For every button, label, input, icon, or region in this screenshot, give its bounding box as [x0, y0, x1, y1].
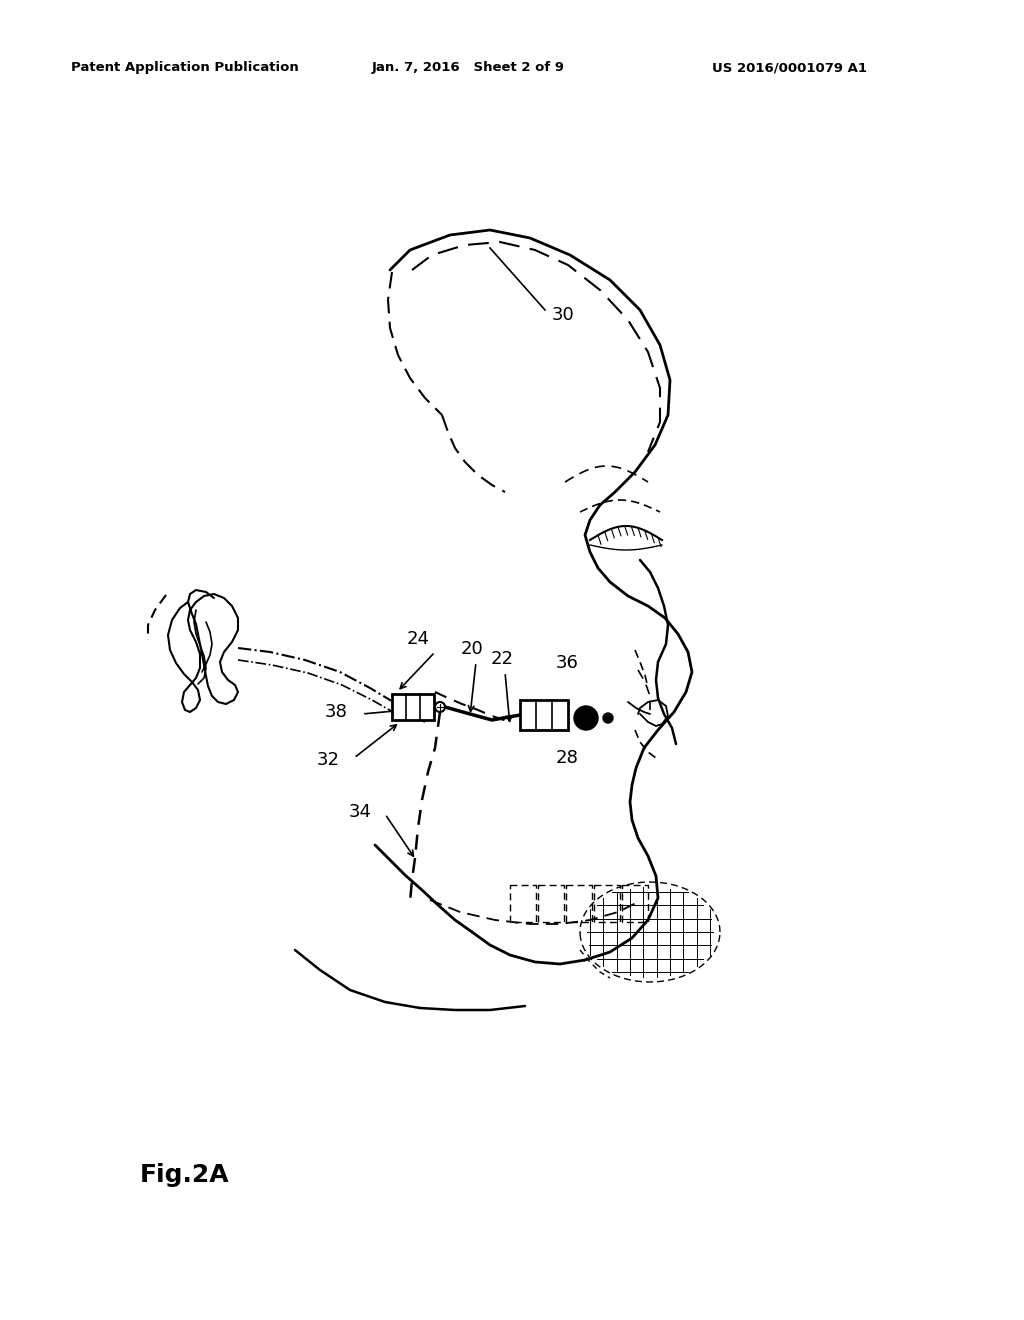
Circle shape: [574, 706, 598, 730]
Circle shape: [435, 702, 445, 711]
Circle shape: [603, 713, 613, 723]
Text: 28: 28: [556, 748, 579, 767]
Text: 24: 24: [407, 630, 430, 648]
Text: Fig.2A: Fig.2A: [140, 1163, 229, 1187]
Text: Jan. 7, 2016   Sheet 2 of 9: Jan. 7, 2016 Sheet 2 of 9: [372, 62, 564, 74]
Text: US 2016/0001079 A1: US 2016/0001079 A1: [713, 62, 867, 74]
Text: 20: 20: [461, 640, 483, 657]
Text: 38: 38: [326, 704, 348, 721]
Bar: [520, 700, 568, 730]
Text: Patent Application Publication: Patent Application Publication: [71, 62, 299, 74]
Text: 36: 36: [556, 653, 579, 672]
Text: 32: 32: [317, 751, 340, 770]
Bar: [392, 694, 434, 719]
Text: 30: 30: [552, 306, 574, 323]
Text: 34: 34: [349, 803, 372, 821]
Text: 22: 22: [490, 649, 513, 668]
